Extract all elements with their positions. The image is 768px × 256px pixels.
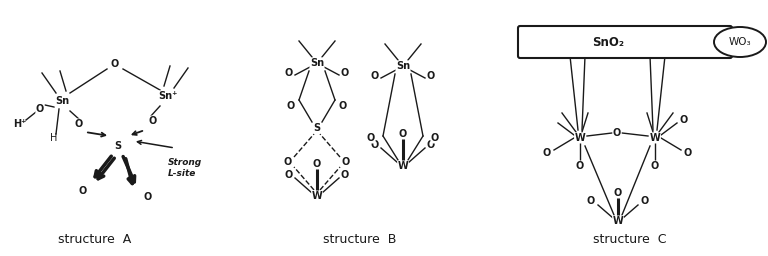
Text: O: O xyxy=(313,159,321,169)
Text: Sn: Sn xyxy=(396,61,410,71)
Text: SnO₂: SnO₂ xyxy=(592,36,624,48)
Text: O: O xyxy=(284,157,292,167)
Text: O: O xyxy=(149,116,157,126)
Text: O: O xyxy=(371,140,379,150)
Text: O: O xyxy=(543,148,551,158)
Text: structure  A: structure A xyxy=(58,233,131,246)
Text: O: O xyxy=(79,186,87,196)
Text: O: O xyxy=(680,115,688,125)
Text: structure  C: structure C xyxy=(593,233,667,246)
Text: O: O xyxy=(111,59,119,69)
Text: O: O xyxy=(339,101,347,111)
Text: Sn: Sn xyxy=(55,96,69,106)
Text: Strong
L-site: Strong L-site xyxy=(168,158,202,178)
Text: O: O xyxy=(285,68,293,78)
Text: O: O xyxy=(144,192,152,202)
Text: O: O xyxy=(684,148,692,158)
Text: O: O xyxy=(74,119,83,129)
Text: O: O xyxy=(399,129,407,139)
Text: O: O xyxy=(431,133,439,143)
Text: O: O xyxy=(285,170,293,180)
Text: Sn⁺: Sn⁺ xyxy=(158,91,177,101)
Text: O: O xyxy=(341,170,349,180)
FancyBboxPatch shape xyxy=(518,26,732,58)
Text: S: S xyxy=(114,141,121,151)
Text: O: O xyxy=(576,161,584,171)
Text: W: W xyxy=(398,161,409,171)
Text: O: O xyxy=(287,101,295,111)
Text: structure  B: structure B xyxy=(323,233,397,246)
Text: H: H xyxy=(51,133,58,143)
Text: O: O xyxy=(613,128,621,138)
Text: O: O xyxy=(641,196,649,206)
Text: O: O xyxy=(427,140,435,150)
Text: W: W xyxy=(574,133,585,143)
Text: W: W xyxy=(650,133,660,143)
Text: O: O xyxy=(367,133,375,143)
Ellipse shape xyxy=(714,27,766,57)
Text: H⁺: H⁺ xyxy=(13,119,27,129)
Text: S: S xyxy=(313,123,320,133)
Text: W: W xyxy=(312,191,323,201)
Text: W: W xyxy=(613,216,624,226)
Text: O: O xyxy=(371,71,379,81)
Text: O: O xyxy=(36,104,44,114)
Text: WO₃: WO₃ xyxy=(729,37,751,47)
Text: Sn: Sn xyxy=(310,58,324,68)
Text: O: O xyxy=(427,71,435,81)
Text: O: O xyxy=(342,157,350,167)
Text: O: O xyxy=(650,161,659,171)
Text: O: O xyxy=(587,196,595,206)
Text: O: O xyxy=(341,68,349,78)
Text: O: O xyxy=(614,188,622,198)
